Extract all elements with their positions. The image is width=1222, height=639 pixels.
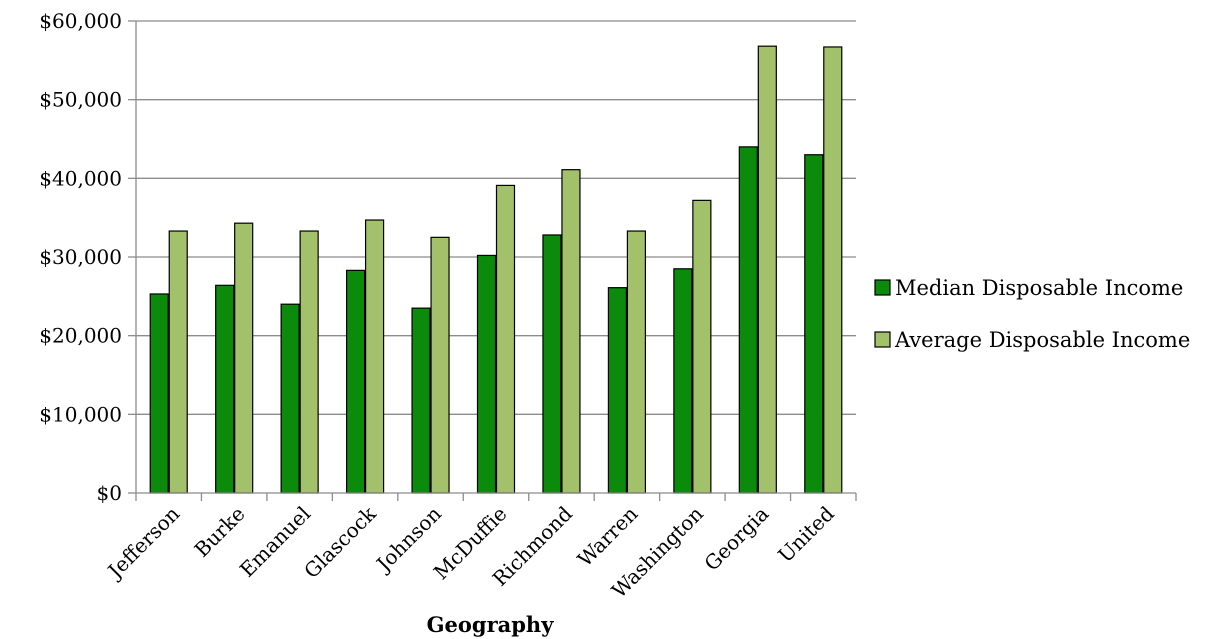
bar-median-richmond [542,234,562,494]
bar-median-georgia [738,146,758,494]
bar-average-richmond [561,169,581,494]
bar-median-emanuel [280,303,300,494]
bar-median-washington [673,268,693,494]
bar-average-georgia [757,45,777,494]
bar-average-johnson [430,236,450,494]
bar-median-johnson [411,307,431,494]
y-tick-label: $40,000 [39,166,122,190]
x-tick-label: Georgia [699,502,773,576]
x-tick-label: Jefferson [102,501,185,584]
bar-average-mcduffie [495,184,516,494]
bar-average-warren [626,230,647,494]
x-tick-label: United [773,501,839,567]
legend-label-average: Average Disposable Income [894,328,1190,352]
y-tick-labels: $0 $10,000 $20,000 $30,000 $40,000 $50,000 $60… [39,9,122,505]
x-tick-labels: Jefferson BurkeEmanuelGlascockJohnsonMcDu… [102,501,839,603]
x-tick-label: Burke [190,502,250,562]
bar-average-glascock [364,219,385,494]
legend-label-median: Median Disposable Income [895,276,1183,300]
bar-median-burke [215,284,235,494]
y-tick-label: $60,000 [39,9,122,33]
bar-median-glascock [345,269,366,494]
y-tick-label: $0 [97,481,122,505]
bar-average-washington [692,199,712,494]
legend-swatch-median [874,279,891,296]
bar-median-united [804,154,824,494]
y-tick-label: $30,000 [39,245,122,269]
bar-average-united [823,46,843,494]
bar-average-emanuel [299,230,319,494]
bar-median-mcduffie [476,254,497,494]
bar-average-jefferson [168,230,188,494]
x-tick-label: Glascock [299,501,381,583]
bar-median-jefferson [149,293,169,494]
legend: Median Disposable Income Average Disposab… [874,276,1190,352]
y-tick-label: $50,000 [39,88,122,112]
x-axis-title: Geography [427,612,555,637]
y-tick-label: $10,000 [39,402,122,426]
y-tick-label: $20,000 [39,324,122,348]
bars [149,45,843,494]
bar-average-burke [234,222,254,494]
axes [135,21,857,501]
bar-median-warren [607,287,628,494]
legend-swatch-average [874,331,891,348]
